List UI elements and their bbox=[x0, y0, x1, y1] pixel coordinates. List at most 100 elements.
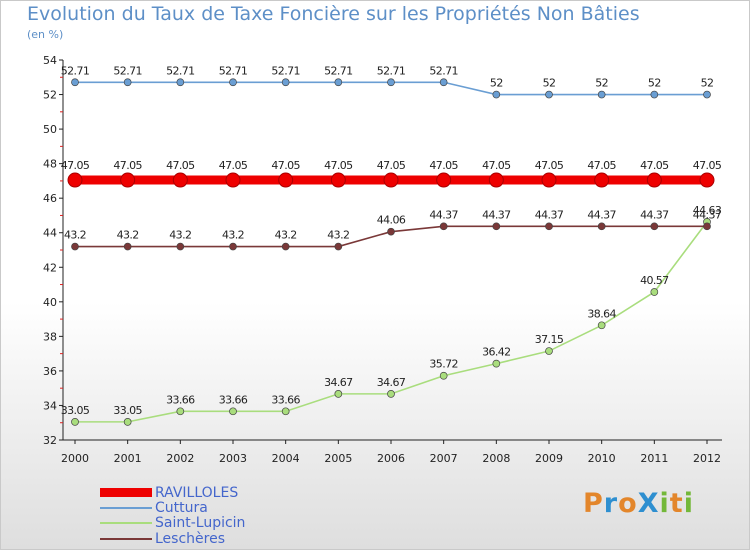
proxiti-logo: ProXiti bbox=[583, 488, 694, 519]
data-point bbox=[646, 172, 662, 188]
data-point bbox=[703, 222, 711, 231]
data-label: 43.2 bbox=[169, 229, 191, 242]
legend-label: Cuttura bbox=[155, 499, 208, 516]
chart-title: Evolution du Taux de Taxe Foncière sur l… bbox=[27, 3, 640, 25]
data-label: 44.37 bbox=[640, 208, 669, 221]
data-point bbox=[229, 242, 237, 251]
x-tick-label: 2007 bbox=[430, 452, 458, 465]
chart-axes: 32 34 36 38 40 42 44 46 48 50 52 54 2000 2001 2002 2003… bbox=[43, 54, 722, 465]
data-label: 34.67 bbox=[377, 376, 406, 389]
data-point bbox=[229, 78, 237, 87]
data-point bbox=[597, 90, 606, 99]
chart-subtitle: (en %) bbox=[27, 28, 64, 41]
data-label: 44.37 bbox=[587, 208, 616, 221]
data-label: 34.67 bbox=[324, 376, 353, 389]
y-tick-label: 54 bbox=[43, 54, 57, 67]
data-label: 47.05 bbox=[61, 159, 90, 172]
y-tick-label: 36 bbox=[43, 365, 57, 378]
data-label: 44.37 bbox=[535, 208, 564, 221]
data-point bbox=[281, 242, 290, 251]
series-lines bbox=[67, 78, 715, 426]
data-point bbox=[541, 172, 557, 188]
legend-label: RAVILLOLES bbox=[155, 484, 239, 501]
data-label: 52.71 bbox=[324, 64, 353, 77]
point-labels: 52.71 52.71 52.71 52.71 52.71 52.71 52.71 52.71… bbox=[61, 64, 723, 417]
data-point bbox=[172, 172, 188, 188]
legend-item-saint-lupicin: Saint-Lupicin bbox=[100, 514, 246, 531]
data-label: 33.05 bbox=[113, 404, 142, 417]
data-label: 33.66 bbox=[219, 393, 248, 406]
x-tick-label: 2011 bbox=[640, 452, 668, 465]
x-tick-label: 2001 bbox=[114, 452, 142, 465]
data-point bbox=[488, 172, 504, 188]
data-label: 47.05 bbox=[640, 159, 669, 172]
x-tick-label: 2008 bbox=[482, 452, 510, 465]
data-point bbox=[545, 222, 553, 231]
x-tick-label: 2000 bbox=[61, 452, 89, 465]
data-label: 37.15 bbox=[535, 333, 564, 346]
data-label: 52.71 bbox=[113, 64, 142, 77]
y-tick-label: 52 bbox=[43, 89, 57, 102]
data-point bbox=[334, 78, 343, 87]
data-point bbox=[387, 227, 395, 236]
data-point bbox=[123, 418, 132, 426]
data-label: 43.2 bbox=[222, 229, 244, 242]
data-label: 52 bbox=[543, 77, 556, 90]
data-label: 47.05 bbox=[429, 159, 458, 172]
x-tick-label: 2009 bbox=[535, 452, 563, 465]
data-label: 36.42 bbox=[482, 346, 511, 359]
data-point bbox=[650, 288, 659, 296]
data-point bbox=[650, 222, 659, 231]
y-tick-label: 46 bbox=[43, 192, 57, 205]
data-point bbox=[120, 172, 136, 188]
legend-item-lescheres: Leschères bbox=[100, 531, 225, 547]
legend-swatch-cuttura bbox=[100, 506, 152, 509]
data-label: 52.71 bbox=[219, 64, 248, 77]
data-point bbox=[176, 242, 185, 251]
data-label: 47.05 bbox=[377, 159, 406, 172]
data-label: 52.71 bbox=[377, 64, 406, 77]
data-label: 52 bbox=[490, 77, 503, 90]
data-label: 43.2 bbox=[327, 229, 349, 242]
data-point bbox=[439, 78, 448, 87]
legend-label: Saint-Lupicin bbox=[155, 514, 246, 531]
x-tick-label: 2006 bbox=[377, 452, 405, 465]
data-label: 47.05 bbox=[482, 159, 511, 172]
data-point bbox=[71, 418, 79, 426]
data-label: 47.05 bbox=[535, 159, 564, 172]
data-point bbox=[703, 90, 711, 99]
logo-letter: X bbox=[637, 488, 660, 519]
y-tick-label: 44 bbox=[43, 227, 57, 240]
data-point bbox=[123, 78, 132, 87]
data-point bbox=[176, 407, 185, 416]
data-label: 43.2 bbox=[117, 229, 139, 242]
data-point bbox=[594, 172, 610, 188]
data-label: 35.72 bbox=[429, 358, 458, 371]
data-label: 52 bbox=[648, 77, 661, 90]
logo-letter: i bbox=[659, 488, 670, 519]
legend-item-cuttura: Cuttura bbox=[100, 499, 208, 516]
data-label: 52.71 bbox=[166, 64, 195, 77]
x-tick-label: 2004 bbox=[272, 452, 300, 465]
series-cuttura bbox=[71, 78, 711, 99]
data-label: 52.71 bbox=[429, 64, 458, 77]
data-label: 44.37 bbox=[693, 208, 722, 221]
data-label: 40.57 bbox=[640, 274, 669, 287]
x-tick-label: 2003 bbox=[219, 452, 247, 465]
y-tick-label: 38 bbox=[43, 330, 57, 343]
series-lescheres bbox=[71, 222, 711, 251]
data-label: 47.05 bbox=[219, 159, 248, 172]
data-point bbox=[545, 90, 553, 99]
data-label: 33.66 bbox=[166, 393, 195, 406]
data-label: 47.05 bbox=[324, 159, 353, 172]
data-point bbox=[229, 407, 237, 416]
series-saint-lupicin bbox=[71, 217, 711, 426]
x-tick-label: 2005 bbox=[324, 452, 352, 465]
legend-swatch-lescheres bbox=[100, 537, 152, 540]
data-point bbox=[176, 78, 185, 87]
logo-letter: r bbox=[603, 488, 619, 519]
logo-letter: P bbox=[583, 488, 604, 519]
legend-swatch-ravilloles bbox=[100, 488, 152, 497]
